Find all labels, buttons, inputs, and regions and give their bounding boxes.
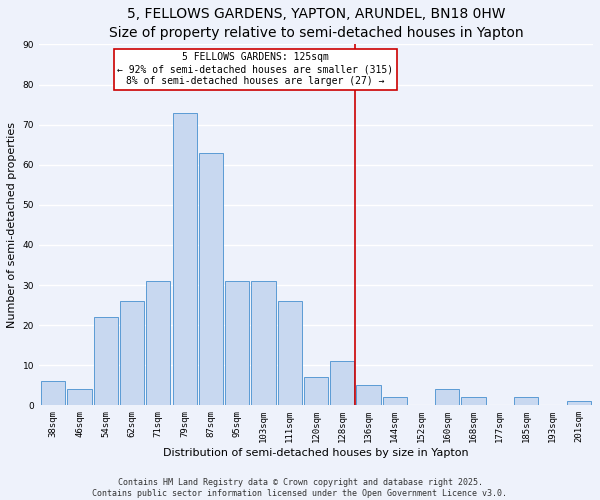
Title: 5, FELLOWS GARDENS, YAPTON, ARUNDEL, BN18 0HW
Size of property relative to semi-: 5, FELLOWS GARDENS, YAPTON, ARUNDEL, BN1… (109, 7, 523, 40)
Bar (356, 386, 380, 406)
Bar (566, 402, 590, 406)
Text: 5 FELLOWS GARDENS: 125sqm
← 92% of semi-detached houses are smaller (315)
8% of : 5 FELLOWS GARDENS: 125sqm ← 92% of semi-… (118, 52, 394, 86)
Bar (94, 317, 118, 406)
Bar (41, 382, 65, 406)
Bar (199, 152, 223, 406)
Bar (146, 281, 170, 406)
Bar (383, 398, 407, 406)
Bar (435, 390, 460, 406)
X-axis label: Distribution of semi-detached houses by size in Yapton: Distribution of semi-detached houses by … (163, 448, 469, 458)
Bar (251, 281, 275, 406)
Bar (514, 398, 538, 406)
Bar (120, 301, 144, 406)
Bar (67, 390, 92, 406)
Text: Contains HM Land Registry data © Crown copyright and database right 2025.
Contai: Contains HM Land Registry data © Crown c… (92, 478, 508, 498)
Bar (330, 362, 355, 406)
Bar (304, 378, 328, 406)
Bar (278, 301, 302, 406)
Bar (461, 398, 485, 406)
Bar (225, 281, 249, 406)
Bar (173, 112, 197, 406)
Y-axis label: Number of semi-detached properties: Number of semi-detached properties (7, 122, 17, 328)
